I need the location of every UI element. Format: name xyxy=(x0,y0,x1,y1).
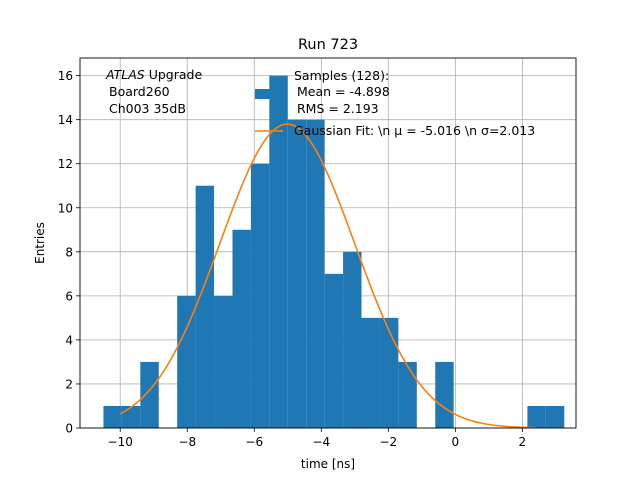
histogram-bar xyxy=(527,405,546,428)
chart-title: Run 723 xyxy=(298,37,358,53)
y-tick-label: 12 xyxy=(58,157,73,171)
y-tick-label: 4 xyxy=(65,333,73,347)
histogram-bar xyxy=(306,119,325,429)
histogram-bar xyxy=(361,317,380,428)
histogram-bar xyxy=(287,119,307,429)
histogram-bar xyxy=(545,405,565,428)
atlas-annotation: ATLAS Upgrade Board260 Ch003 35dB xyxy=(105,67,202,116)
legend-fit-label: Gaussian Fit: \n μ = -5.016 \n σ=2.013 xyxy=(294,123,535,138)
x-tick-label: −6 xyxy=(245,435,263,449)
histogram-bar xyxy=(250,163,270,428)
y-tick-label: 16 xyxy=(58,69,73,83)
y-tick-label: 0 xyxy=(65,422,73,436)
histogram-bar xyxy=(214,295,233,428)
y-tick-label: 2 xyxy=(65,377,73,391)
histogram-bar xyxy=(324,273,344,428)
y-tick-label: 14 xyxy=(58,113,73,127)
annotation-line-3: Ch003 35dB xyxy=(109,101,186,116)
histogram-bar xyxy=(435,361,454,428)
annotation-line-2: Board260 xyxy=(109,84,170,99)
legend: Samples (128): Mean = -4.898 RMS = 2.193… xyxy=(255,68,535,138)
legend-samples-swatch xyxy=(255,89,283,99)
annotation-line-1: ATLAS Upgrade xyxy=(105,67,202,82)
gaussian-fit-curve xyxy=(119,123,536,429)
histogram-bar xyxy=(343,251,362,428)
upgrade-label: Upgrade xyxy=(145,67,203,82)
histogram-bar xyxy=(195,185,215,428)
x-tick-label: −10 xyxy=(108,435,133,449)
x-tick-label: −4 xyxy=(312,435,330,449)
histogram-bar xyxy=(140,361,159,428)
plot-frame xyxy=(79,57,577,429)
x-tick-label: −8 xyxy=(178,435,196,449)
y-tick-label: 6 xyxy=(65,289,73,303)
histogram-bar xyxy=(398,361,417,428)
histogram-bars xyxy=(103,75,565,429)
legend-samples-title: Samples (128): xyxy=(294,68,389,83)
x-axis-label: time [ns] xyxy=(301,457,355,471)
legend-samples-rms: RMS = 2.193 xyxy=(297,101,379,116)
x-tick-label: 0 xyxy=(452,435,460,449)
atlas-label: ATLAS xyxy=(105,67,145,82)
histogram-bar xyxy=(379,317,399,428)
histogram-bar xyxy=(177,295,196,428)
histogram-bar xyxy=(232,229,251,428)
x-axis-ticks: −10 −8 −6 −4 −2 0 2 xyxy=(108,428,527,449)
x-tick-label: −2 xyxy=(379,435,397,449)
y-axis-ticks: 0 2 4 6 8 10 12 14 16 xyxy=(58,69,80,436)
histogram-bar xyxy=(103,405,122,428)
y-axis-label: Entries xyxy=(33,222,47,264)
x-tick-label: 2 xyxy=(519,435,527,449)
histogram-bar xyxy=(269,75,288,428)
y-tick-label: 8 xyxy=(65,245,73,259)
y-tick-label: 10 xyxy=(58,201,73,215)
histogram-bar xyxy=(121,405,141,428)
legend-samples-mean: Mean = -4.898 xyxy=(297,84,390,99)
